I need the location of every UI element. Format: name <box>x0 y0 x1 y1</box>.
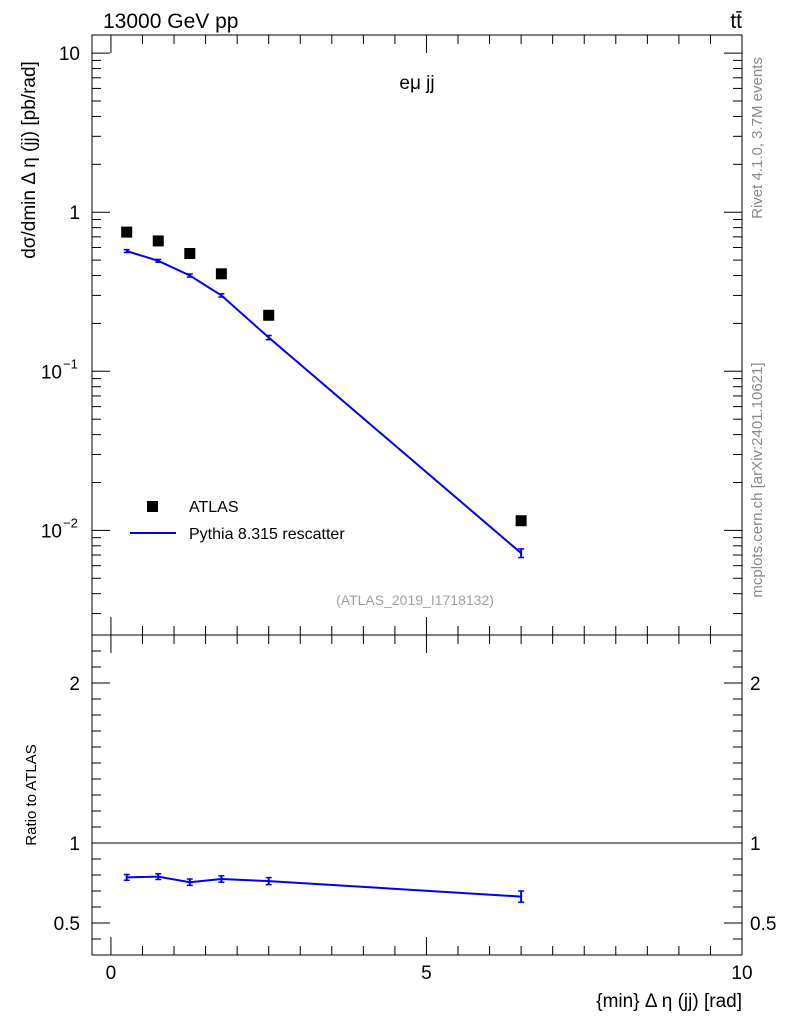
legend-marker-data <box>147 501 158 512</box>
ratio-frame <box>91 634 743 956</box>
x-tick-label: 10 <box>731 963 752 984</box>
ratio-panel: 0.5 0.5 1 1 2 2 0 5 10 Ratio to ATLAS {min} Δ η … <box>23 634 777 1012</box>
watermark: (ATLAS_2019_I1718132) <box>336 592 494 608</box>
ratio-y-tick-label-right: 2 <box>750 674 761 695</box>
data-point <box>184 248 196 260</box>
mc-line <box>126 250 522 554</box>
ratio-y-tick-label: 2 <box>69 674 80 695</box>
x-axis-label: {min} Δ η (jj) [rad] <box>596 991 742 1012</box>
main-y-axis-label: dσ/dmin Δ η (jj) [pb/rad] <box>19 61 40 259</box>
y-tick-label: 10 <box>59 44 80 65</box>
ratio-y-tick-label-right: 0.5 <box>750 914 776 935</box>
data-point <box>263 309 275 321</box>
source-label: mcplots.cern.ch [arXiv:2401.10621] <box>749 362 766 597</box>
y-tick-label-base: 10 <box>41 521 62 542</box>
main-title: eμ jj <box>399 73 434 94</box>
mc-series <box>123 248 525 559</box>
ratio-y-tick-label: 0.5 <box>54 914 80 935</box>
ratio-mc-series <box>123 872 525 903</box>
x-tick-label: 0 <box>106 963 117 984</box>
ratio-y-tick-label-right: 1 <box>750 834 761 855</box>
ratio-tick-labels: 0.5 0.5 1 1 2 2 0 5 10 <box>54 674 777 984</box>
ratio-y-tick-label: 1 <box>69 834 80 855</box>
main-frame <box>91 34 743 636</box>
y-tick-label-exponent: −1 <box>63 356 78 371</box>
legend-label-mc: Pythia 8.315 rescatter <box>189 526 345 543</box>
energy-label: 13000 GeV pp <box>103 10 238 33</box>
data-series <box>121 226 527 527</box>
y-tick-label-exponent: −2 <box>63 515 78 530</box>
y-tick-label-base: 10 <box>41 362 62 383</box>
ratio-mc-line <box>126 875 522 898</box>
main-axis-ticks <box>92 35 743 635</box>
y-tick-label: 1 <box>69 203 80 224</box>
data-point <box>515 515 527 527</box>
x-tick-label: 5 <box>421 963 432 984</box>
process-label: tt̄ <box>730 10 742 33</box>
ratio-y-axis-label: Ratio to ATLAS <box>23 744 40 845</box>
data-point <box>152 235 164 247</box>
legend: ATLAS Pythia 8.315 rescatter <box>130 499 345 543</box>
ratio-axis-ticks <box>92 634 743 956</box>
legend-label-data: ATLAS <box>189 499 239 516</box>
rivet-label: Rivet 4.1.0, 3.7M events <box>749 57 766 219</box>
data-point <box>215 268 227 280</box>
data-point <box>121 226 133 238</box>
